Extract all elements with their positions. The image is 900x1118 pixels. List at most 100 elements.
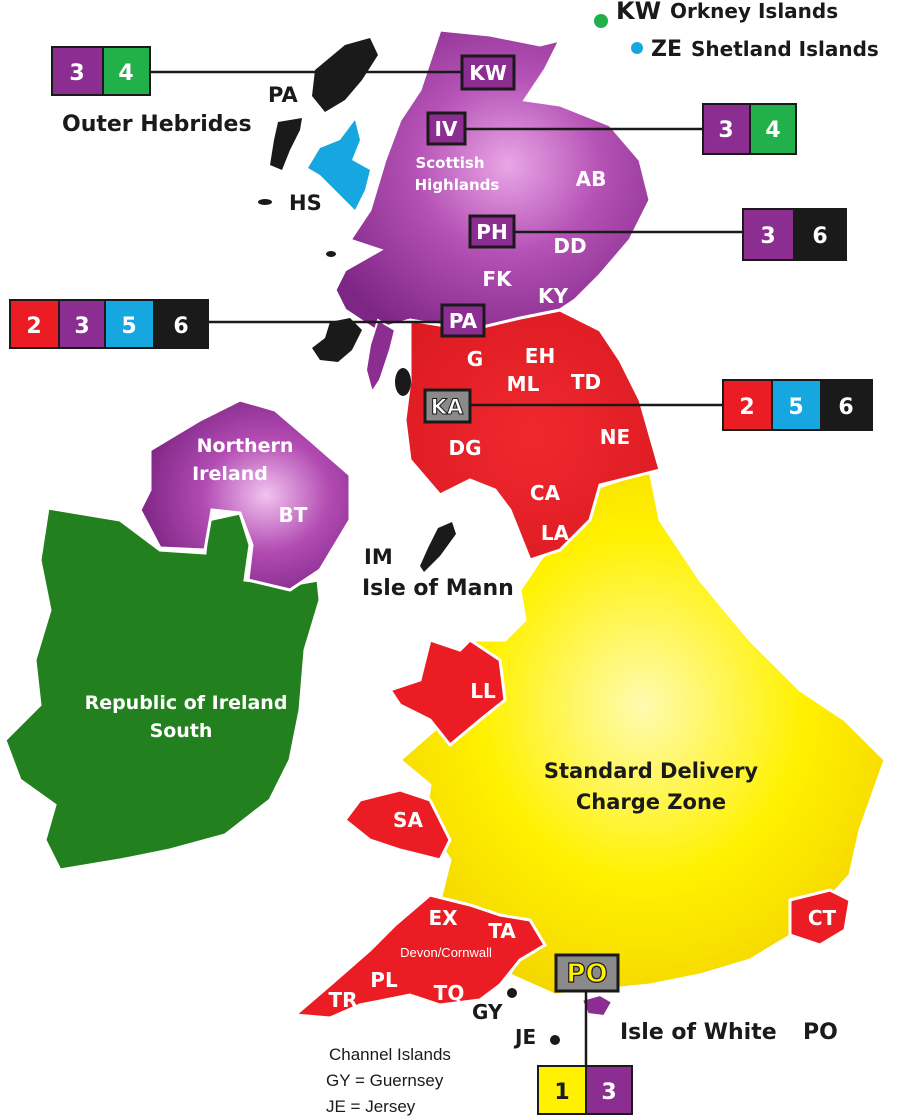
guernsey-dot — [507, 988, 517, 998]
scottish-highlands-label-1: Scottish — [415, 154, 484, 172]
isle-of-man-shape — [420, 522, 456, 572]
northern-ireland-region — [138, 398, 352, 592]
hs-label: HS — [289, 191, 322, 215]
svg-text:3: 3 — [760, 224, 775, 249]
roi-label-1: Republic of Ireland — [85, 692, 288, 714]
wales-north-zone — [387, 638, 507, 748]
gy-label: GY — [472, 1000, 503, 1024]
code-box-iv: IV — [426, 111, 467, 146]
ze-code-label: ZE — [651, 37, 682, 62]
islay-island — [395, 368, 411, 396]
northern-ireland-label-1: Northern — [197, 435, 294, 457]
svg-text:PO: PO — [566, 959, 607, 989]
devon-cornwall-label: Devon/Cornwall — [400, 945, 492, 960]
postcode-sa: SA — [393, 808, 423, 832]
scottish-highlands-label-2: Highlands — [415, 176, 500, 194]
pa-island-label: PA — [268, 83, 298, 107]
isle-of-wight-label: Isle of White — [620, 1020, 777, 1045]
code-box-pa: PA — [440, 303, 486, 338]
zone-chips-ka: 2 5 6 — [722, 379, 873, 431]
svg-text:PH: PH — [476, 220, 507, 244]
outer-hebrides-south — [270, 118, 302, 170]
orkney-label: Orkney Islands — [670, 0, 838, 23]
northern-ireland-label-2: Ireland — [192, 463, 268, 485]
postcode-la: LA — [541, 521, 570, 545]
channel-islands-title: Channel Islands — [329, 1045, 451, 1064]
code-box-kw: KW — [460, 54, 516, 91]
svg-text:4: 4 — [118, 61, 133, 86]
skye-island — [308, 120, 370, 210]
postcode-ca: CA — [530, 481, 561, 505]
svg-text:6: 6 — [812, 224, 827, 249]
postcode-bt: BT — [279, 503, 308, 527]
svg-text:4: 4 — [765, 118, 780, 143]
kent-zone — [788, 888, 852, 947]
isle-of-man-label: Isle of Mann — [362, 576, 514, 601]
standard-zone-label-1: Standard Delivery — [544, 759, 759, 783]
postcode-ne: NE — [600, 425, 630, 449]
roi-label-2: South — [150, 720, 213, 742]
svg-text:3: 3 — [69, 61, 84, 86]
shetland-label: Shetland Islands — [691, 37, 879, 61]
zone-chips-pa: 2 3 5 6 — [9, 299, 209, 349]
svg-text:2: 2 — [739, 395, 754, 420]
svg-text:PA: PA — [449, 309, 478, 333]
small-islet — [326, 251, 336, 257]
svg-text:3: 3 — [74, 314, 89, 339]
postcode-ab: AB — [576, 167, 607, 191]
svg-text:IV: IV — [435, 117, 458, 141]
scotland-south-zone — [403, 308, 662, 562]
code-box-ka: KA — [423, 388, 472, 424]
republic-of-ireland-region — [3, 506, 322, 872]
channel-islands-key: Channel Islands GY = Guernsey JE = Jerse… — [326, 1045, 451, 1116]
postcode-labels: AB DD FK KY G EH ML TD NE DG CA LA BT LL… — [279, 167, 837, 1012]
hs-islet — [258, 199, 272, 205]
svg-text:2: 2 — [26, 314, 41, 339]
shetland-dot — [631, 42, 643, 54]
scotland-highlands-zone — [333, 28, 652, 332]
postcode-ct: CT — [808, 906, 837, 930]
kintyre-peninsula — [364, 318, 397, 395]
devon-cornwall-zone — [291, 893, 548, 1020]
postcode-dd: DD — [553, 234, 586, 258]
svg-text:6: 6 — [173, 314, 188, 339]
postcode-fk: FK — [482, 267, 513, 291]
zone-chips-ph: 3 6 — [742, 208, 847, 261]
standard-zone-label-2: Charge Zone — [576, 790, 726, 814]
outer-hebrides-label: Outer Hebrides — [62, 112, 252, 137]
channel-je-key: JE = Jersey — [326, 1097, 416, 1116]
postcode-pl: PL — [370, 968, 398, 992]
svg-text:KA: KA — [431, 395, 464, 419]
svg-text:3: 3 — [601, 1080, 616, 1105]
code-box-ph: PH — [468, 214, 516, 249]
svg-text:3: 3 — [718, 118, 733, 143]
postcode-td: TD — [571, 370, 601, 394]
zone-chips-po: 1 3 — [537, 1065, 633, 1115]
channel-gy-key: GY = Guernsey — [326, 1071, 444, 1090]
svg-text:6: 6 — [838, 395, 853, 420]
orkney-dot — [594, 14, 608, 28]
svg-text:5: 5 — [121, 314, 136, 339]
im-code-label: IM — [364, 545, 393, 569]
postcode-ex: EX — [428, 906, 458, 930]
outer-hebrides-north — [312, 38, 378, 112]
postcode-tr: TR — [328, 988, 357, 1012]
wales-south-zone — [342, 788, 452, 862]
callout-lines — [150, 70, 743, 1066]
jersey-dot — [550, 1035, 560, 1045]
postcode-ll: LL — [470, 679, 496, 703]
zone-chips-iv: 3 4 — [702, 103, 797, 155]
isle-of-wight-code: PO — [803, 1020, 838, 1045]
je-label: JE — [513, 1025, 536, 1049]
postcode-ml: ML — [507, 372, 540, 396]
postcode-eh: EH — [525, 344, 555, 368]
code-box-po: PO — [554, 953, 620, 993]
postcode-g: G — [467, 347, 483, 371]
postcode-ky: KY — [538, 284, 568, 308]
svg-text:5: 5 — [788, 395, 803, 420]
kw-code-label: KW — [616, 0, 661, 25]
postcode-tq: TQ — [434, 981, 465, 1005]
zone-chips-kw: 3 4 — [51, 46, 151, 96]
svg-text:KW: KW — [469, 61, 507, 85]
